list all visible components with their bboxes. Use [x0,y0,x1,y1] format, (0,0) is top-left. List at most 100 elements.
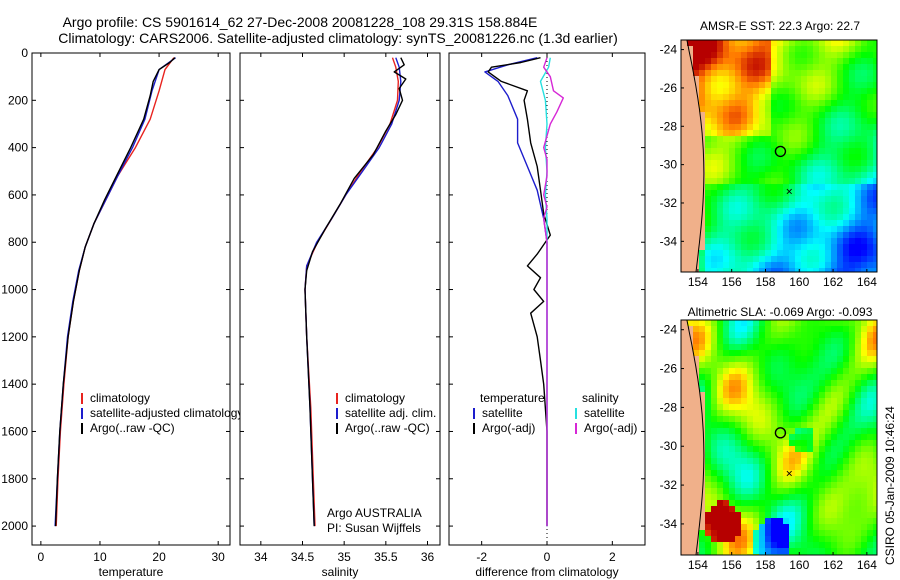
map-cell [753,362,760,369]
map-cell [819,166,826,173]
map-cell [837,262,844,269]
map-cell [759,166,766,173]
map-cell [849,190,856,197]
map-cell [771,350,778,357]
map-cell [849,100,856,107]
map-cell [837,214,844,221]
map-cell [843,214,850,221]
map-cell [837,446,844,453]
map-cell [705,476,712,483]
map-cell [735,202,742,209]
map-cell [867,530,874,537]
map-cell [867,326,874,333]
map-cell [849,106,856,113]
map-cell [795,380,802,387]
map-cell [855,320,862,327]
map-cell [843,542,850,549]
map-cell [861,536,868,543]
map-cell [783,148,790,155]
map-cell [855,256,862,263]
map-cell [723,112,730,119]
map-cell [795,374,802,381]
map-cell [825,178,832,185]
map-cell [837,238,844,245]
map-cell [777,524,784,531]
map-cell [747,404,754,411]
map-cell [705,458,712,465]
map-cell [813,386,820,393]
map-cell [777,500,784,507]
map-cell [831,344,838,351]
map-cell [765,154,772,161]
map-cell [831,214,838,221]
map-cell [843,244,850,251]
map-cell [705,262,712,269]
map-cell [705,410,712,417]
map-cell [831,356,838,363]
map-cell [723,124,730,131]
map-cell [777,470,784,477]
map-cell [717,422,724,429]
map-cell [771,488,778,495]
map-cell [819,356,826,363]
map-cell [867,268,874,272]
map-cell [729,268,736,272]
map-cell [753,386,760,393]
map-cell [819,118,826,125]
diff-legend-temp-argo-label: Argo(-adj) [482,421,535,435]
map-cell [801,542,808,549]
map-cell [759,136,766,143]
map-cell [825,76,832,83]
map-cell [813,136,820,143]
map-cell [789,262,796,269]
map-cell [681,58,688,65]
map-cell [747,112,754,119]
map-cell [771,178,778,185]
map-cell [843,524,850,531]
map-cell [807,344,814,351]
map-cell [825,232,832,239]
map-cell [801,214,808,221]
map-cell [831,464,838,471]
diff-legend-temperature-title: temperature [480,391,545,405]
map-cell [699,232,706,239]
map-cell [735,542,742,549]
map-cell [789,320,796,327]
map-cell [819,88,826,95]
map-cell [741,422,748,429]
map-cell [801,332,808,339]
map-cell [789,494,796,501]
sal-legend-2-label: Argo(..raw -QC) [345,421,430,435]
map-cell [873,250,877,257]
map-cell [855,440,862,447]
map-cell [717,344,724,351]
map-cell [807,518,814,525]
map-cell [843,398,850,405]
map-cell [699,100,706,107]
map-cell [795,160,802,167]
map-cell [825,214,832,221]
map-cell [783,160,790,167]
map-cell [687,244,694,251]
map-cell [705,548,712,555]
map-cell [741,350,748,357]
map-cell [699,112,706,119]
map-cell [855,548,862,555]
map-cell [729,458,736,465]
map-cell [855,178,862,185]
map-cell [801,362,808,369]
coastline [686,40,705,272]
map-cell [831,374,838,381]
map-cell [753,500,760,507]
map-cell [711,548,718,555]
map-cell [687,356,694,363]
map-cell [735,356,742,363]
map-cell [873,524,877,531]
map-cell [873,262,877,269]
map-cell [861,214,868,221]
map-cell [711,530,718,537]
map-cell [723,518,730,525]
map-cell [771,392,778,399]
map-cell [801,58,808,65]
map-cell [699,344,706,351]
